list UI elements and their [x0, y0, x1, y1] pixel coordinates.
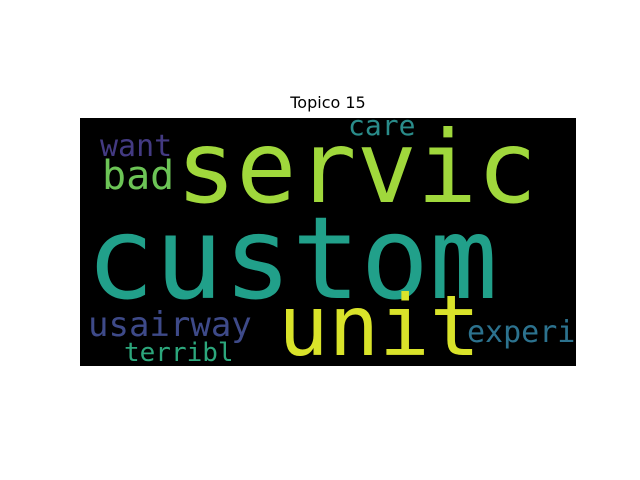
word-terribl: terribl — [124, 338, 234, 366]
word-usairway: usairway — [88, 305, 252, 345]
word-care: care — [348, 118, 416, 142]
word-want: want — [100, 129, 173, 164]
word-unit: unit — [278, 277, 481, 366]
word-servic: servic — [176, 118, 538, 226]
chart-title: Topico 15 — [290, 93, 366, 112]
word-bad: bad — [102, 153, 175, 199]
word-cloud: custom servic unit usairway bad want car… — [80, 118, 576, 366]
word-custom: custom — [86, 192, 498, 325]
word-experi: experi — [467, 315, 576, 350]
